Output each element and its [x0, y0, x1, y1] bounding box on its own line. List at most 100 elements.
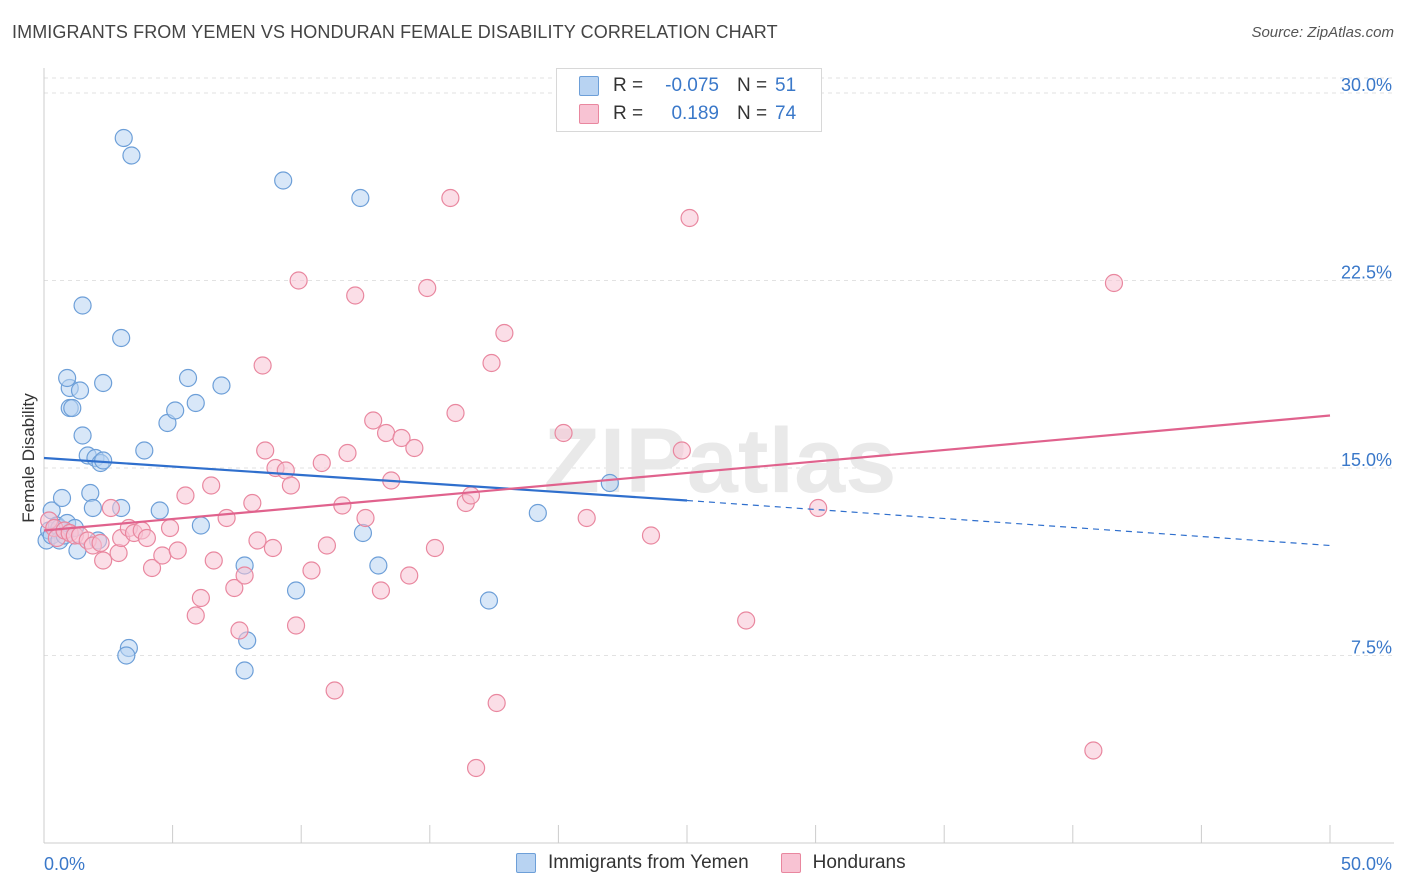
honduran-point [346, 286, 365, 305]
honduran-point [1104, 273, 1124, 293]
chart-title: IMMIGRANTS FROM YEMEN VS HONDURAN FEMALE… [12, 22, 778, 42]
honduran-point [281, 476, 301, 495]
y-tick-label: 22.5% [1341, 263, 1392, 283]
honduran-point [325, 681, 344, 700]
honduran-point [248, 531, 267, 550]
yemen-point [117, 646, 136, 665]
honduran-point [376, 423, 396, 443]
yemen-point [58, 368, 77, 388]
series-legend: Immigrants from Yemen Hondurans [516, 852, 938, 874]
yemen-point [112, 328, 131, 348]
honduran-point [495, 323, 514, 343]
yemen-point [235, 661, 254, 680]
honduran-point [137, 528, 156, 548]
honduran-point [461, 486, 481, 505]
yemen-point [150, 501, 169, 520]
honduran-point [425, 538, 445, 558]
r-label: R = [613, 103, 644, 124]
yemen-point [186, 393, 205, 413]
honduran-point [418, 278, 437, 298]
honduran-point [230, 621, 249, 640]
honduran-point [737, 611, 756, 630]
honduran-point [554, 423, 573, 443]
honduran-point [364, 411, 383, 430]
y-tick-label: 7.5% [1351, 638, 1392, 658]
yemen-point [191, 516, 210, 535]
legend-row-yemen: R = -0.075 N = 51 [579, 73, 796, 99]
honduran-point [392, 428, 411, 448]
yemen-point [600, 473, 619, 493]
yemen-point [70, 381, 90, 400]
honduran-point [191, 588, 210, 608]
honduran-point [225, 578, 244, 598]
x-tick-label: 50.0% [1341, 854, 1392, 874]
honduran-point [243, 493, 262, 513]
legend-item-yemen[interactable]: Immigrants from Yemen [516, 852, 749, 874]
honduran-swatch [780, 853, 801, 873]
honduran-point [286, 616, 306, 635]
yemen-point [274, 171, 293, 190]
yemen-point [122, 146, 141, 165]
yemen-point [73, 426, 92, 445]
n-label: N = [737, 103, 768, 124]
n-value: 74 [775, 103, 797, 124]
label-layer: 7.5% 15.0% 22.5% 30.0% 0.0% 50.0% [44, 75, 1392, 874]
honduran-point [1084, 741, 1103, 760]
honduran-point [482, 353, 501, 373]
yemen-point [135, 441, 154, 460]
yemen-point [212, 376, 231, 395]
honduran-point [253, 356, 272, 375]
legend-item-honduran[interactable]: Hondurans [780, 852, 906, 874]
trend-layer [43, 414, 1331, 547]
source-label: Source: ZipAtlas.com [1251, 24, 1394, 41]
stats-legend: R = -0.075 N = 51 R = 0.189 N = 74 [556, 68, 822, 132]
honduran-point [204, 551, 223, 570]
y-tick-label: 30.0% [1341, 75, 1392, 95]
honduran-point [160, 518, 180, 538]
honduran-point [256, 441, 275, 460]
honduran-point [641, 526, 661, 545]
honduran-point [400, 566, 419, 585]
honduran-point [809, 498, 828, 518]
honduran-point [356, 508, 375, 528]
watermark: ZIPatlas [544, 410, 897, 512]
legend-label: Hondurans [812, 852, 906, 873]
yemen-swatch [579, 76, 599, 96]
honduran-point [202, 476, 221, 495]
honduran-point [176, 486, 195, 505]
r-value: 0.189 [671, 103, 719, 124]
honduran-point [186, 606, 205, 625]
yemen-point [528, 503, 547, 523]
yemen-point [73, 296, 92, 315]
honduran-point [680, 208, 699, 228]
honduran-point [153, 546, 172, 565]
honduran-point [142, 558, 162, 578]
yemen-trend-line [43, 456, 688, 502]
honduran-point [577, 508, 596, 528]
yemen-point [286, 581, 306, 600]
n-label: N = [737, 75, 768, 96]
yemen-point [63, 398, 82, 418]
yemen-point [52, 488, 72, 508]
yemen-trend-extension [686, 499, 1331, 547]
axes-layer [43, 68, 1394, 844]
honduran-point [217, 508, 236, 528]
x-tick-label: 0.0% [44, 854, 85, 874]
honduran-point [487, 693, 506, 713]
honduran-point [466, 758, 486, 778]
yemen-point [83, 498, 102, 518]
honduran-point [672, 441, 691, 460]
legend-row-honduran: R = 0.189 N = 74 [579, 101, 796, 127]
honduran-point [333, 496, 352, 515]
honduran-point [94, 551, 113, 570]
yemen-point [114, 128, 133, 148]
honduran-point [235, 566, 254, 585]
honduran-swatch [579, 104, 599, 124]
yemen-swatch [516, 853, 536, 873]
r-value: -0.075 [665, 75, 719, 96]
yemen-point [353, 523, 373, 543]
honduran-point [109, 543, 128, 563]
honduran-trend-line [43, 414, 1331, 532]
honduran-point [405, 438, 424, 458]
